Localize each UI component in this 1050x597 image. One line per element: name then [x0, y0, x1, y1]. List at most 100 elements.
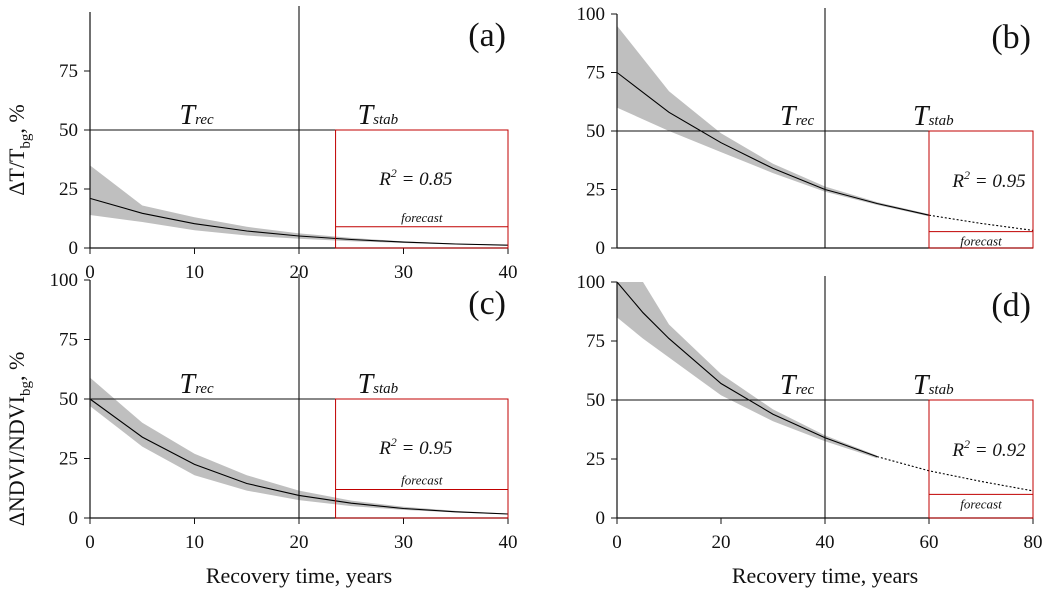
y-tick-label-d-0: 0 [596, 508, 606, 529]
panel-tag-b: (b) [991, 19, 1031, 56]
trec-label-c: Trec [180, 369, 215, 400]
trec-sub-a: rec [195, 112, 214, 128]
tstab-main-d: T [913, 370, 931, 401]
y-tick-label-b-2: 50 [586, 121, 605, 142]
x-axis-title-d: Recovery time, years [732, 563, 918, 588]
y-axis-title-unit-c: , % [4, 352, 29, 381]
r2-label-c: R2 = 0.95 [378, 435, 452, 459]
panel-tag-c: (c) [468, 285, 506, 322]
y-axis-title-sub-a: bg [18, 133, 34, 149]
y-tick-label-d-1: 25 [586, 449, 605, 470]
r2-main-a: R [378, 169, 391, 190]
y-tick-label-c-1: 25 [59, 449, 78, 470]
r2-rest-b: = 0.95 [970, 171, 1026, 192]
forecast-label-d: forecast [960, 496, 1002, 511]
tstab-label-d: Tstab [913, 370, 954, 401]
x-tick-label-c-2: 20 [290, 532, 309, 553]
tstab-label-b: Tstab [913, 101, 954, 132]
trec-label-a: Trec [180, 100, 215, 131]
confidence-band-a-0 [90, 165, 508, 246]
y-tick-label-a-3: 75 [59, 61, 78, 82]
r2-sup-c: 2 [391, 435, 397, 449]
y-tick-label-c-4: 100 [50, 270, 79, 291]
y-axis-title-a: ΔT/Tbg, % [4, 104, 34, 195]
r2-main-c: R [378, 438, 391, 459]
tstab-label-a: Tstab [358, 100, 399, 131]
trec-label-d: Trec [780, 370, 815, 401]
tstab-label-c: Tstab [358, 369, 399, 400]
x-tick-label-c-3: 30 [394, 532, 413, 553]
tstab-sub-d: stab [929, 382, 955, 398]
panel-c: 0 25 50 75 100 0 10 20 30 40 forecast R2 = 0.95 Trec… [4, 270, 518, 588]
x-tick-label-d-3: 60 [920, 532, 939, 553]
r2-label-d: R2 = 0.92 [951, 437, 1026, 461]
y-tick-label-b-0: 0 [596, 238, 606, 259]
forecast-label-b: forecast [960, 234, 1002, 249]
fit-frame-d [928, 399, 1034, 519]
fit-frame-b [928, 130, 1034, 249]
r2-rest-d: = 0.92 [970, 440, 1026, 461]
r2-sup-b: 2 [964, 168, 970, 182]
x-tick-label-a-0: 0 [85, 262, 95, 283]
r2-sup-d: 2 [964, 437, 970, 451]
forecast-label-c: forecast [401, 472, 443, 487]
y-tick-label-c-3: 75 [59, 330, 78, 351]
y-tick-label-a-0: 0 [69, 238, 79, 259]
trec-main-a: T [180, 100, 198, 131]
y-tick-label-b-1: 25 [586, 180, 605, 201]
y-axis-title-unit-a: , % [4, 104, 29, 133]
y-tick-label-c-0: 0 [69, 508, 79, 529]
trec-sub-c: rec [195, 381, 214, 397]
x-tick-label-a-3: 30 [394, 262, 413, 283]
fit-frame-c [335, 398, 509, 519]
y-tick-label-c-2: 50 [59, 389, 78, 410]
confidence-band-c-0 [90, 377, 508, 515]
r2-rest-a: = 0.85 [397, 169, 453, 190]
y-tick-label-d-3: 75 [586, 331, 605, 352]
y-tick-label-d-4: 100 [577, 272, 606, 293]
tstab-main-b: T [913, 101, 931, 132]
r2-rest-c: = 0.95 [397, 438, 453, 459]
trec-main-b: T [780, 101, 798, 132]
y-tick-label-b-3: 75 [586, 63, 605, 84]
panel-tag-d: (d) [991, 287, 1031, 324]
fit-curve-d-1 [876, 456, 1034, 492]
r2-label-a: R2 = 0.85 [378, 166, 452, 190]
y-tick-label-a-2: 50 [59, 120, 78, 141]
x-tick-label-a-1: 10 [185, 262, 204, 283]
trec-sub-d: rec [796, 382, 815, 398]
x-tick-label-c-0: 0 [85, 532, 95, 553]
r2-main-d: R [951, 440, 964, 461]
trec-main-c: T [180, 369, 198, 400]
y-tick-label-a-1: 25 [59, 179, 78, 200]
y-axis-title-main-c: ΔNDVI/NDVI [4, 396, 29, 526]
forecast-label-a: forecast [401, 210, 443, 225]
tstab-sub-c: stab [373, 381, 399, 397]
confidence-band-b-0 [617, 25, 929, 217]
x-tick-label-d-4: 80 [1024, 532, 1043, 553]
fit-curve-b-1 [928, 214, 1034, 231]
y-tick-label-d-2: 50 [586, 390, 605, 411]
panel-d: 0 25 50 75 100 0 20 40 60 80 forecast R2 = 0.92 Trec… [577, 272, 1043, 588]
x-tick-label-d-2: 40 [816, 532, 835, 553]
panel-tag-a: (a) [468, 17, 506, 54]
tstab-main-c: T [358, 369, 376, 400]
x-tick-label-a-2: 20 [290, 262, 309, 283]
r2-sup-a: 2 [391, 166, 397, 180]
x-tick-label-d-1: 20 [712, 532, 731, 553]
tstab-sub-a: stab [373, 112, 399, 128]
r2-main-b: R [951, 171, 964, 192]
y-axis-title-main-a: ΔT/T [4, 148, 29, 196]
r2-label-b: R2 = 0.95 [951, 168, 1025, 192]
tstab-sub-b: stab [929, 113, 955, 129]
x-tick-label-d-0: 0 [612, 532, 622, 553]
x-axis-title-c: Recovery time, years [206, 563, 392, 588]
y-axis-title-c: ΔNDVI/NDVIbg, % [4, 352, 34, 527]
confidence-band-d-0 [617, 282, 877, 459]
y-tick-label-b-4: 100 [577, 4, 606, 25]
x-tick-label-c-1: 10 [185, 532, 204, 553]
trec-label-b: Trec [780, 101, 815, 132]
